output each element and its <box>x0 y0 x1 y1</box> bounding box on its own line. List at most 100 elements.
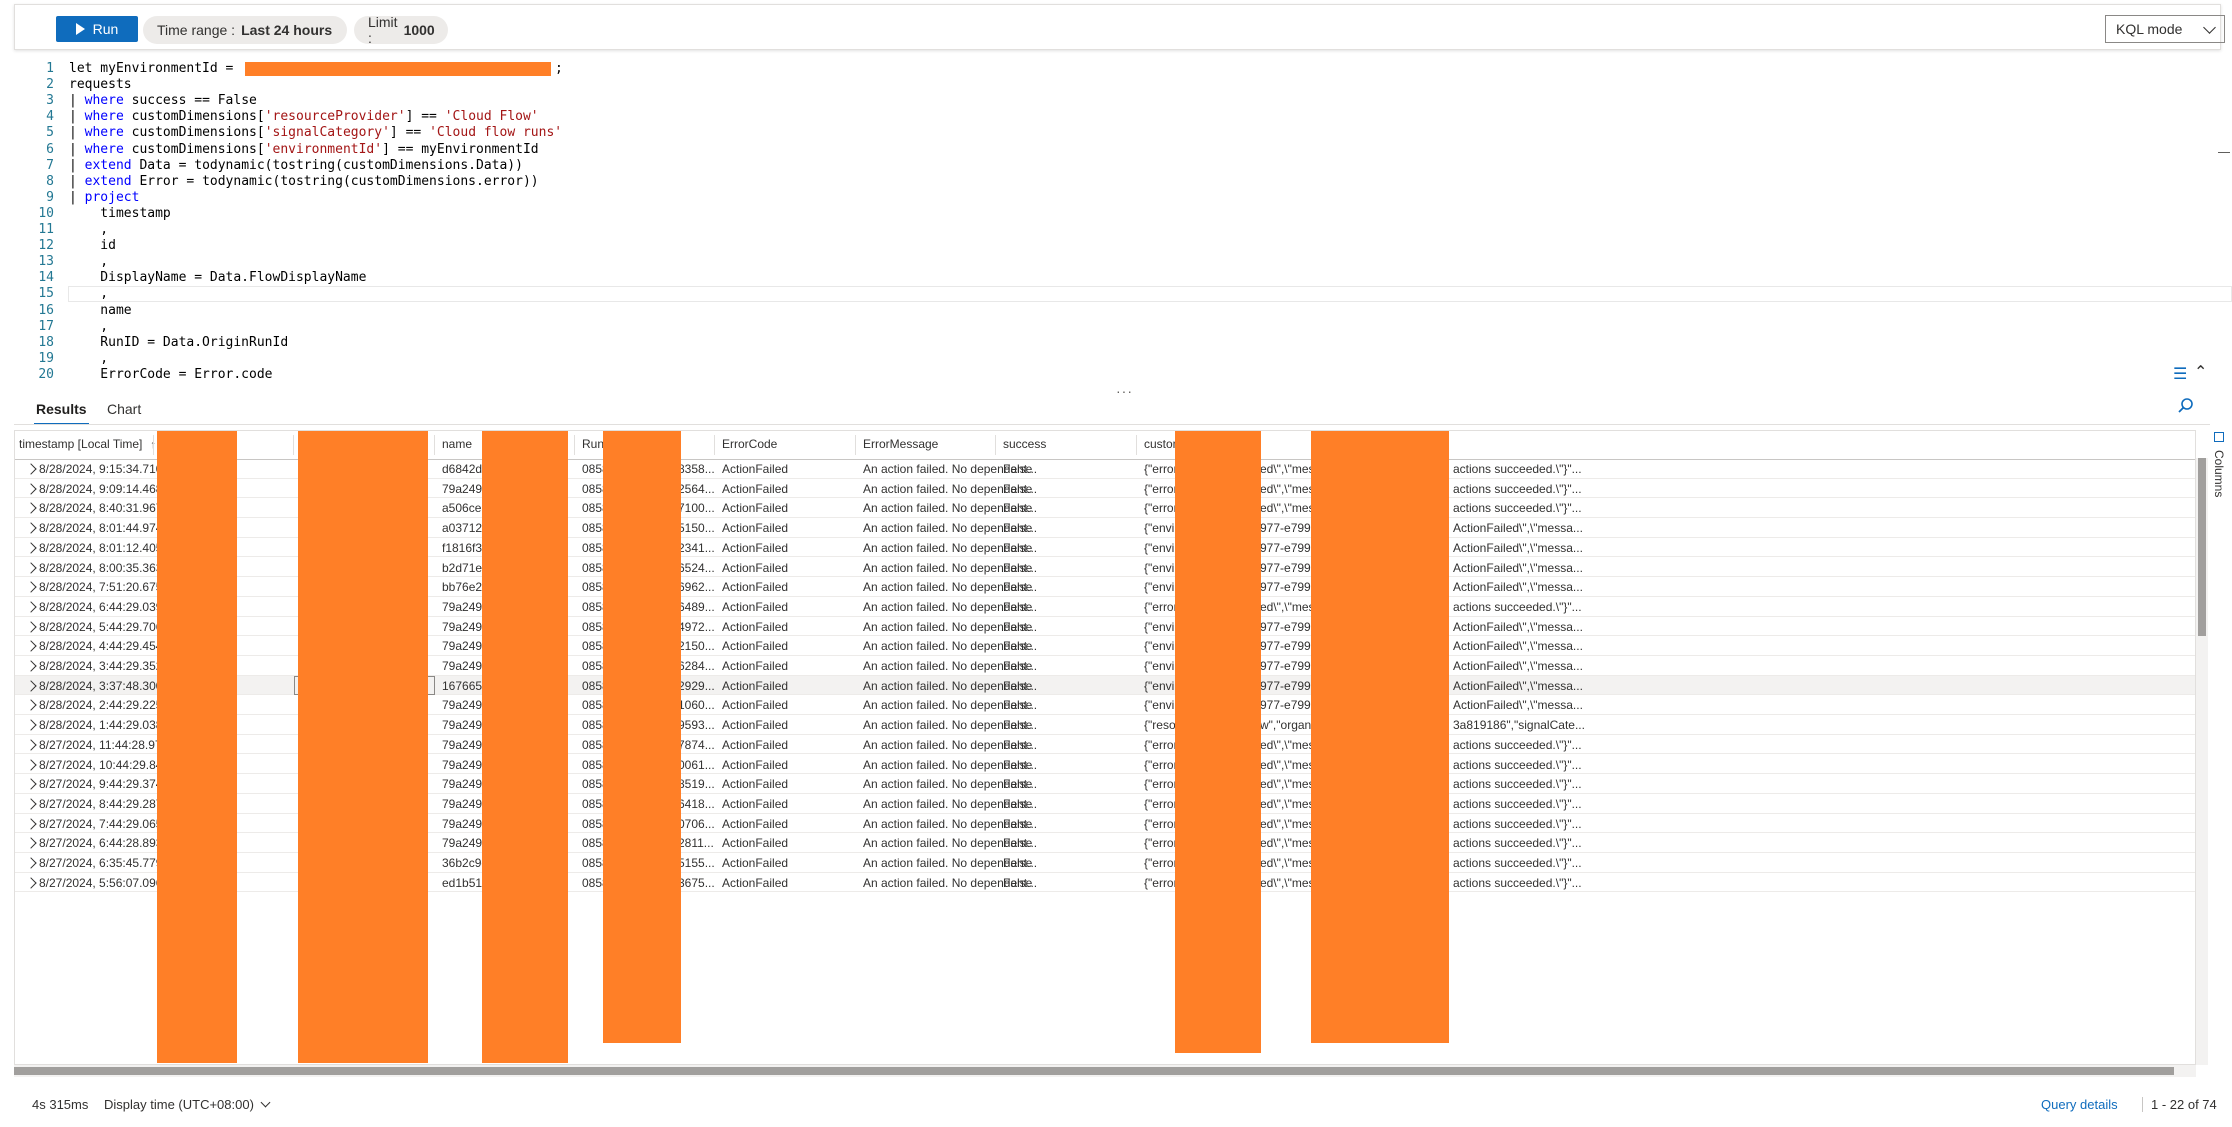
table-row[interactable]: 8/28/2024, 4:44:29.454 AM 79a249bb- 08584 2… <box>15 636 2195 656</box>
redaction-block <box>245 62 551 76</box>
chevron-right-icon[interactable] <box>25 798 37 810</box>
column-separator[interactable] <box>574 435 575 455</box>
chevron-right-icon[interactable] <box>25 739 37 751</box>
cell-code: ActionFailed <box>722 777 789 792</box>
cell-success: False <box>1003 678 1033 693</box>
chevron-right-icon[interactable] <box>25 483 37 495</box>
cell-msg: An action failed. No dependent... <box>863 619 1038 634</box>
chevron-right-icon[interactable] <box>25 502 37 515</box>
column-separator[interactable] <box>293 435 294 455</box>
vertical-scroll-thumb[interactable] <box>2198 458 2206 636</box>
table-row[interactable]: 8/28/2024, 3:44:29.352 AM 79a249bb- 08584 6… <box>15 656 2195 676</box>
cell-cd3: actions succeeded.\"}"... <box>1453 737 1582 752</box>
cell-success: False <box>1003 521 1033 536</box>
splitter-handle[interactable]: ··· <box>1116 383 1133 399</box>
column-separator[interactable] <box>995 435 996 455</box>
chevron-right-icon[interactable] <box>25 601 37 613</box>
chevron-right-icon[interactable] <box>25 877 37 889</box>
chevron-right-icon[interactable] <box>25 542 37 554</box>
collapse-editor-icon[interactable]: ⌃ <box>2194 364 2208 381</box>
chevron-right-icon[interactable] <box>25 817 37 830</box>
cell-success: False <box>1003 580 1033 595</box>
table-row[interactable]: 8/28/2024, 8:01:44.974 AM a03712db- 08584 5… <box>15 518 2195 538</box>
cell-success: False <box>1003 540 1033 555</box>
column-header[interactable]: name <box>442 437 472 451</box>
grid-horizontal-scrollbar[interactable] <box>14 1065 2196 1077</box>
code-line: 7 | extend Data = todynamic(tostring(cust… <box>0 158 2232 174</box>
cell-msg: An action failed. No dependent... <box>863 659 1038 673</box>
chevron-right-icon[interactable] <box>25 561 37 574</box>
chevron-right-icon[interactable] <box>25 699 37 712</box>
run-button[interactable]: Run <box>56 16 138 42</box>
query-editor[interactable]: 1 let myEnvironmentId = ; 2 requests 3 | wher… <box>0 56 2232 386</box>
format-query-icon[interactable]: ☰ <box>2173 366 2188 383</box>
chevron-right-icon[interactable] <box>25 719 37 731</box>
line-number: 4 <box>46 109 54 125</box>
code-line: 5 | where customDimensions['signalCategor… <box>0 125 2232 141</box>
grid-vertical-scrollbar[interactable] <box>2196 458 2208 1065</box>
columns-label: Columns <box>2212 450 2226 498</box>
chevron-right-icon[interactable] <box>25 640 37 652</box>
table-row[interactable]: 8/27/2024, 8:44:29.287 PM 79a249bb- 08584 6… <box>15 794 2195 814</box>
column-header[interactable]: ErrorMessage <box>863 437 938 451</box>
column-separator[interactable] <box>434 435 435 455</box>
code-line: 12 id <box>0 238 2232 254</box>
chevron-right-icon[interactable] <box>25 660 37 672</box>
table-row[interactable]: 8/28/2024, 8:01:12.405 AM f1816f3d-9 08584… <box>15 538 2195 558</box>
time-range-picker[interactable]: Time range : Last 24 hours <box>143 16 347 44</box>
column-separator[interactable] <box>714 435 715 455</box>
cell-run2: 4972... <box>678 619 715 634</box>
chevron-right-icon[interactable] <box>25 778 37 790</box>
chevron-right-icon[interactable] <box>25 837 37 849</box>
sort-icon[interactable]: ↑↓ <box>150 439 162 451</box>
line-number: 3 <box>46 93 54 109</box>
query-mode-select[interactable]: KQL mode <box>2105 15 2225 43</box>
code-text: name <box>69 302 132 318</box>
chevron-right-icon[interactable] <box>25 463 37 475</box>
code-text: ErrorCode = Error.code <box>69 366 273 382</box>
column-header[interactable]: timestamp [Local Time] ↑↓ <box>19 437 161 451</box>
column-header[interactable]: ErrorCode <box>722 437 777 451</box>
column-header-label: success <box>1003 437 1047 451</box>
column-separator[interactable] <box>153 435 154 455</box>
cell-cd: {"error": <box>1144 875 1186 890</box>
cell-run2: 2929... <box>678 678 715 693</box>
column-separator[interactable] <box>1136 435 1137 455</box>
cell-cd: {"error": <box>1144 856 1186 870</box>
cell-success: False <box>1003 619 1033 634</box>
limit-picker[interactable]: Limit : 1000 <box>354 14 448 46</box>
cell-ts: 8/27/2024, 5:56:07.096 PM <box>39 875 184 890</box>
tab-results[interactable]: Results <box>34 401 89 425</box>
column-separator[interactable] <box>855 435 856 455</box>
display-time-dropdown[interactable]: Display time (UTC+08:00) <box>104 1097 271 1112</box>
cell-cd3: actions succeeded.\"}"... <box>1453 875 1582 890</box>
cell-msg: An action failed. No dependent... <box>863 521 1038 536</box>
cell-ts: 8/28/2024, 9:09:14.468 AM <box>39 481 184 496</box>
cell-code: ActionFailed <box>722 501 789 516</box>
columns-panel-toggle[interactable]: Columns <box>2210 430 2230 580</box>
chevron-right-icon[interactable] <box>25 857 37 869</box>
horizontal-scroll-thumb[interactable] <box>14 1067 2174 1075</box>
table-row[interactable]: 8/28/2024, 8:00:35.363 AM b2d71e89- 08584 6… <box>15 558 2195 578</box>
chevron-right-icon[interactable] <box>25 620 37 633</box>
chevron-right-icon[interactable] <box>25 522 37 534</box>
cell-msg: An action failed. No dependent... <box>863 481 1038 496</box>
search-icon[interactable] <box>2176 396 2196 416</box>
query-details-link[interactable]: Query details <box>2041 1097 2118 1112</box>
cell-msg: An action failed. No dependent... <box>863 875 1038 890</box>
play-icon <box>75 23 85 35</box>
cell-success: False <box>1003 639 1033 654</box>
cell-cd3: ActionFailed\",\"messa... <box>1453 659 1583 673</box>
code-line: 14 DisplayName = Data.FlowDisplayName <box>0 270 2232 286</box>
cell-cd3: ActionFailed\",\"messa... <box>1453 521 1583 536</box>
chevron-right-icon[interactable] <box>25 581 37 593</box>
table-row[interactable]: 8/27/2024, 7:44:29.065 PM 79a249bb- 08584 0… <box>15 814 2195 834</box>
column-header[interactable]: success <box>1003 437 1046 451</box>
cell-cd3: actions succeeded.\"}"... <box>1453 462 1582 476</box>
chevron-right-icon[interactable] <box>25 758 37 771</box>
cell-cd3: ActionFailed\",\"messa... <box>1453 639 1583 654</box>
cell-run2: 0061... <box>678 757 715 772</box>
cell-cd: {"error": <box>1144 481 1186 496</box>
tab-chart[interactable]: Chart <box>107 401 142 417</box>
chevron-right-icon[interactable] <box>25 680 37 692</box>
